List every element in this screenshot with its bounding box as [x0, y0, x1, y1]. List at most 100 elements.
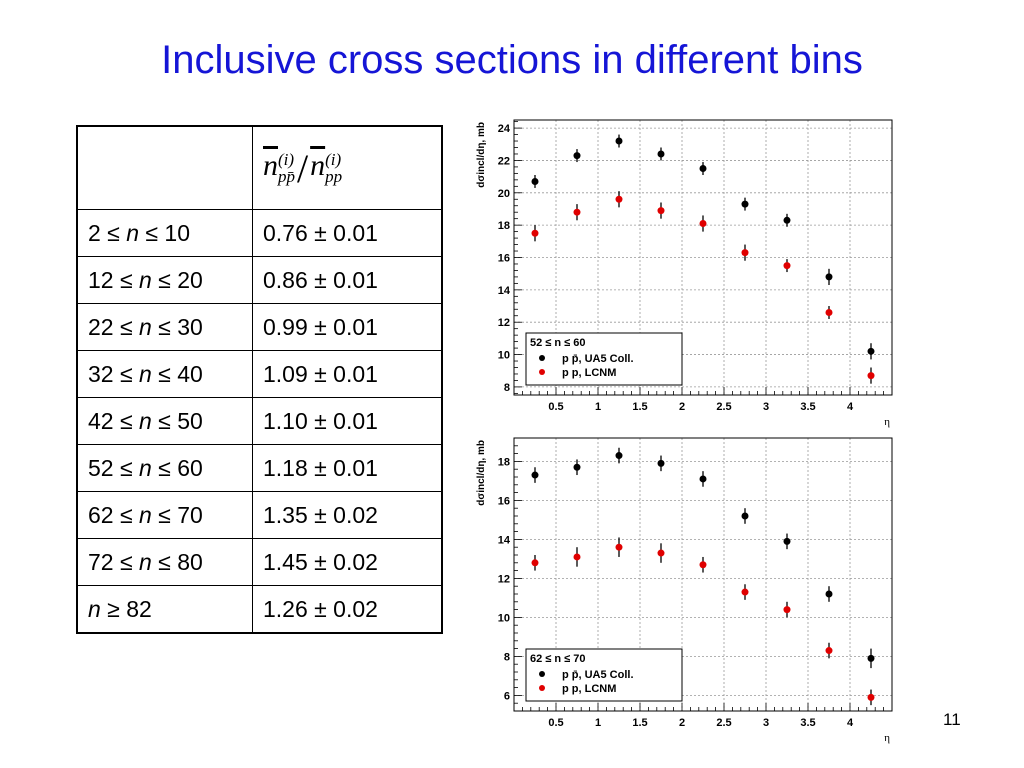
- y-tick-label: 24: [498, 123, 511, 135]
- x-tick-label: 1: [595, 401, 601, 413]
- y-tick-label: 10: [498, 350, 510, 362]
- ratio-value-cell: 1.26 ± 0.02: [252, 585, 443, 634]
- bin-cell: 22 ≤ n ≤ 30: [76, 303, 253, 351]
- data-point: [615, 195, 623, 203]
- data-point: [741, 512, 749, 520]
- x-tick-label: 3.5: [800, 717, 815, 729]
- table-row: 62 ≤ n ≤ 70 1.35 ± 0.02: [76, 491, 443, 539]
- data-point: [657, 207, 665, 215]
- x-tick-label: 4: [847, 401, 854, 413]
- data-point: [657, 549, 665, 557]
- data-point: [531, 229, 539, 237]
- y-tick-label: 22: [498, 155, 510, 167]
- legend-title: 52 ≤ n ≤ 60: [530, 337, 586, 349]
- cross-section-plot-52-60: 0.5 1 1.5 2 2.5 3 3.5 4 8 10 12 14 16 18 20 22 24 η dσincl…: [476, 119, 893, 428]
- data-point: [699, 165, 707, 173]
- x-tick-label: 2: [679, 717, 685, 729]
- ratio-value-cell: 0.76 ± 0.01: [252, 209, 443, 257]
- data-point: [699, 220, 707, 228]
- y-tick-label: 10: [498, 612, 510, 624]
- y-tick-label: 18: [498, 220, 510, 232]
- data-point: [699, 561, 707, 569]
- table-row: 42 ≤ n ≤ 50 1.10 ± 0.01: [76, 397, 443, 445]
- data-point: [825, 309, 833, 316]
- table-row: 12 ≤ n ≤ 20 0.86 ± 0.01: [76, 256, 443, 304]
- y-axis-label: dσincl/dη, mb: [476, 440, 487, 506]
- data-point: [825, 590, 833, 598]
- table-row: 72 ≤ n ≤ 80 1.45 ± 0.02: [76, 538, 443, 586]
- legend-entry: p p, LCNM: [562, 367, 616, 379]
- bin-cell: 72 ≤ n ≤ 80: [76, 538, 253, 586]
- data-point: [573, 553, 581, 561]
- data-point: [699, 475, 707, 483]
- y-tick-label: 12: [498, 317, 510, 329]
- data-point: [657, 459, 665, 467]
- x-axis-label: η: [884, 416, 890, 428]
- plot-frame: [513, 437, 893, 712]
- legend-marker: [539, 355, 545, 361]
- bin-cell: 32 ≤ n ≤ 40: [76, 350, 253, 398]
- x-tick-label: 0.5: [548, 717, 563, 729]
- data-point: [573, 152, 581, 160]
- y-tick-label: 8: [504, 651, 510, 663]
- table-row: 52 ≤ n ≤ 60 1.18 ± 0.01: [76, 444, 443, 492]
- x-tick-label: 1.5: [632, 401, 647, 413]
- legend-entry: p p̄, UA5 Coll.: [562, 669, 634, 681]
- x-tick-label: 3.5: [800, 401, 815, 413]
- table-row: 2 ≤ n ≤ 10 0.76 ± 0.01: [76, 209, 443, 257]
- bin-cell: 42 ≤ n ≤ 50: [76, 397, 253, 445]
- data-point: [531, 559, 539, 567]
- ratio-value-cell: 1.10 ± 0.01: [252, 397, 443, 445]
- legend-box: [525, 332, 683, 386]
- x-axis-label: η: [884, 732, 890, 744]
- data-point: [531, 177, 539, 185]
- ratio-value-cell: 1.18 ± 0.01: [252, 444, 443, 492]
- page-number: 11: [943, 710, 961, 729]
- y-tick-label: 14: [498, 285, 511, 297]
- legend-marker: [539, 685, 545, 691]
- ratio-value-cell: 1.09 ± 0.01: [252, 350, 443, 398]
- data-point: [867, 654, 875, 662]
- data-point: [867, 693, 875, 701]
- y-tick-label: 12: [498, 573, 510, 585]
- data-point: [741, 200, 749, 208]
- y-tick-label: 18: [498, 456, 510, 468]
- legend-box: [525, 648, 683, 702]
- x-tick-label: 2.5: [716, 401, 731, 413]
- data-point: [741, 588, 749, 596]
- data-point: [657, 150, 665, 158]
- cross-section-plot-62-70: 0.5 1 1.5 2 2.5 3 3.5 4 6 8 10 12 14 16 18 η dσincl/dη, …: [476, 437, 893, 744]
- data-point: [615, 452, 623, 460]
- x-tick-label: 2: [679, 401, 685, 413]
- ratio-formula: n (i) pp̄/n (i) pp: [263, 145, 343, 191]
- table-row: n ≥ 82 1.26 ± 0.02: [76, 585, 443, 634]
- header-ratio-cell: n (i) pp̄/n (i) pp: [252, 125, 443, 210]
- data-point: [573, 463, 581, 471]
- legend-title: 62 ≤ n ≤ 70: [530, 653, 586, 665]
- y-tick-label: 8: [504, 382, 510, 394]
- legend-marker: [539, 671, 545, 677]
- data-point: [783, 537, 791, 545]
- legend-entry: p p̄, UA5 Coll.: [562, 353, 634, 365]
- bin-cell: 52 ≤ n ≤ 60: [76, 444, 253, 492]
- data-point: [783, 606, 791, 614]
- legend-entry: p p, LCNM: [562, 683, 616, 695]
- x-tick-label: 1.5: [632, 717, 647, 729]
- data-point: [783, 262, 791, 270]
- data-point: [825, 273, 833, 281]
- slide-title: Inclusive cross sections in different bi…: [161, 38, 863, 82]
- bin-cell: 62 ≤ n ≤ 70: [76, 491, 253, 539]
- ratio-table: n (i) pp̄/n (i) pp 2 ≤ n ≤ 10 0.76 ± 0.01 12 …: [76, 125, 443, 634]
- bin-cell: n ≥ 82: [76, 585, 253, 634]
- data-point: [783, 216, 791, 224]
- y-tick-label: 16: [498, 253, 510, 265]
- data-point: [531, 471, 539, 479]
- ratio-value-cell: 1.45 ± 0.02: [252, 538, 443, 586]
- data-point: [867, 372, 875, 380]
- y-tick-label: 16: [498, 495, 510, 507]
- bin-cell: 12 ≤ n ≤ 20: [76, 256, 253, 304]
- x-tick-label: 3: [763, 717, 769, 729]
- header-empty-cell: [76, 125, 253, 210]
- x-tick-label: 1: [595, 717, 601, 729]
- x-tick-label: 4: [847, 717, 854, 729]
